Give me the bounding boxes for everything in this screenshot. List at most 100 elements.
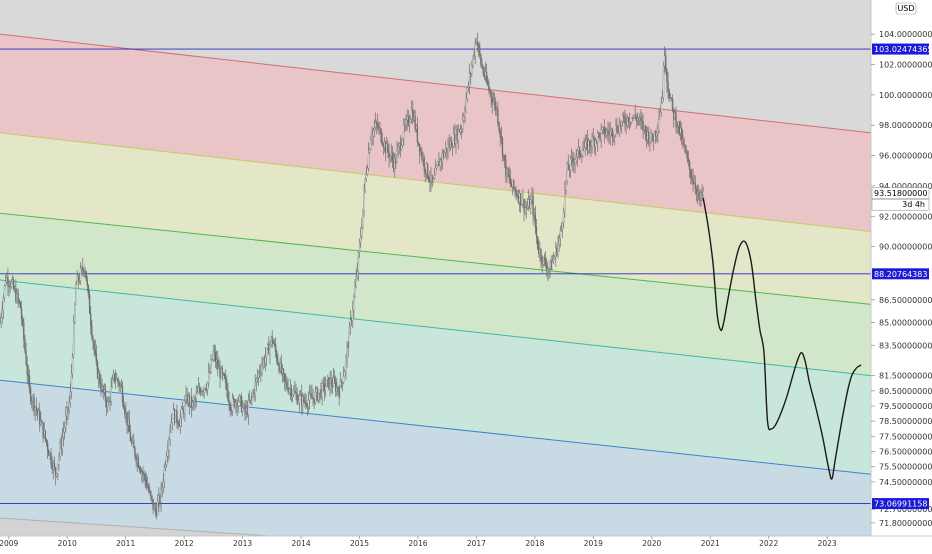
price-candle: [56, 473, 58, 477]
price-candle: [260, 371, 262, 373]
time-tick-label: 2021: [701, 539, 720, 548]
price-candle: [396, 150, 398, 163]
price-tick-label: 92.00000000: [879, 212, 932, 221]
price-candle: [634, 114, 636, 118]
price-candle: [133, 440, 135, 448]
price-candle: [541, 259, 543, 265]
price-candle: [94, 349, 96, 354]
level-price-tag[interactable]: [872, 43, 929, 55]
price-candle: [675, 112, 677, 127]
price-candle: [77, 275, 79, 282]
time-tick-label: 2014: [292, 539, 311, 548]
price-candle: [198, 387, 201, 391]
current-price-label: 93.51800000: [874, 189, 927, 198]
price-candle: [453, 134, 455, 148]
channel-zones: [0, 0, 871, 536]
price-candle: [447, 144, 449, 152]
currency-button[interactable]: [895, 2, 917, 15]
projection-line[interactable]: [702, 197, 862, 480]
price-candle: [645, 131, 648, 140]
price-candle: [480, 54, 482, 65]
price-candle: [569, 158, 572, 170]
price-series-line[interactable]: [0, 37, 704, 514]
price-candle: [225, 377, 227, 382]
price-candle: [171, 418, 174, 423]
price-candle: [371, 135, 373, 140]
price-candle: [144, 473, 146, 481]
price-candle: [433, 174, 436, 180]
price-candle: [147, 487, 150, 492]
price-candle: [31, 400, 33, 402]
price-candle: [154, 506, 157, 512]
price-candle: [426, 163, 429, 178]
price-candle: [35, 406, 37, 410]
price-candle: [574, 159, 576, 165]
price-candle: [269, 344, 271, 355]
level-price-tag[interactable]: [872, 498, 929, 510]
price-candle: [253, 391, 255, 395]
price-candle: [571, 157, 573, 159]
price-candle: [22, 318, 24, 323]
price-candle: [543, 256, 546, 260]
level-price-tag[interactable]: [872, 268, 929, 280]
price-candle: [236, 401, 238, 407]
price-candle: [417, 142, 420, 145]
price-candle: [8, 285, 10, 287]
price-candle: [532, 195, 534, 216]
price-candle: [338, 391, 340, 398]
price-candle: [668, 90, 670, 98]
price-candle: [335, 381, 337, 392]
price-candle: [201, 391, 203, 395]
price-candle: [298, 395, 301, 402]
current-price-tag[interactable]: [871, 187, 930, 200]
price-candle: [516, 194, 518, 197]
price-candle: [660, 102, 662, 113]
price-candle: [671, 98, 674, 109]
price-candle: [271, 336, 273, 343]
price-candle: [386, 143, 388, 153]
price-candle: [113, 373, 116, 381]
price-candle: [250, 396, 252, 401]
price-candle: [488, 84, 490, 91]
price-candle: [394, 158, 396, 169]
price-candle: [691, 177, 693, 180]
price-candle: [291, 394, 294, 397]
price-candle: [507, 168, 509, 176]
price-candle: [560, 228, 563, 232]
price-candle: [585, 139, 588, 142]
price-candle: [403, 124, 405, 140]
price-candle: [493, 101, 496, 103]
price-candle: [223, 373, 226, 379]
time-tick-label: 2022: [759, 539, 778, 548]
channel-line-teal[interactable]: [0, 279, 872, 377]
channel-zone-yellow: [0, 132, 871, 305]
price-candle: [66, 407, 68, 417]
price-candle: [544, 259, 547, 266]
price-candle: [547, 269, 549, 272]
price-candle: [563, 211, 565, 223]
price-candle: [324, 386, 327, 391]
price-candle: [137, 458, 140, 468]
price-candle: [355, 276, 357, 288]
price-candle: [264, 356, 267, 364]
price-candle: [221, 368, 223, 374]
price-candle: [582, 150, 584, 157]
price-candle: [366, 168, 369, 176]
channel-line-blue[interactable]: [0, 379, 872, 475]
price-candle: [629, 121, 632, 123]
price-candle: [50, 452, 52, 465]
price-candle: [648, 131, 650, 144]
price-candle: [696, 192, 699, 195]
price-candle: [685, 150, 687, 154]
price-candle: [465, 98, 467, 112]
price-candle: [44, 430, 47, 440]
price-candle: [625, 123, 627, 126]
channel-line-green[interactable]: [0, 212, 872, 305]
price-candle: [87, 285, 90, 295]
channel-line-red[interactable]: [0, 33, 872, 134]
price-candle: [540, 249, 542, 261]
channel-line-yellow[interactable]: [0, 132, 872, 232]
price-candle: [212, 351, 214, 360]
